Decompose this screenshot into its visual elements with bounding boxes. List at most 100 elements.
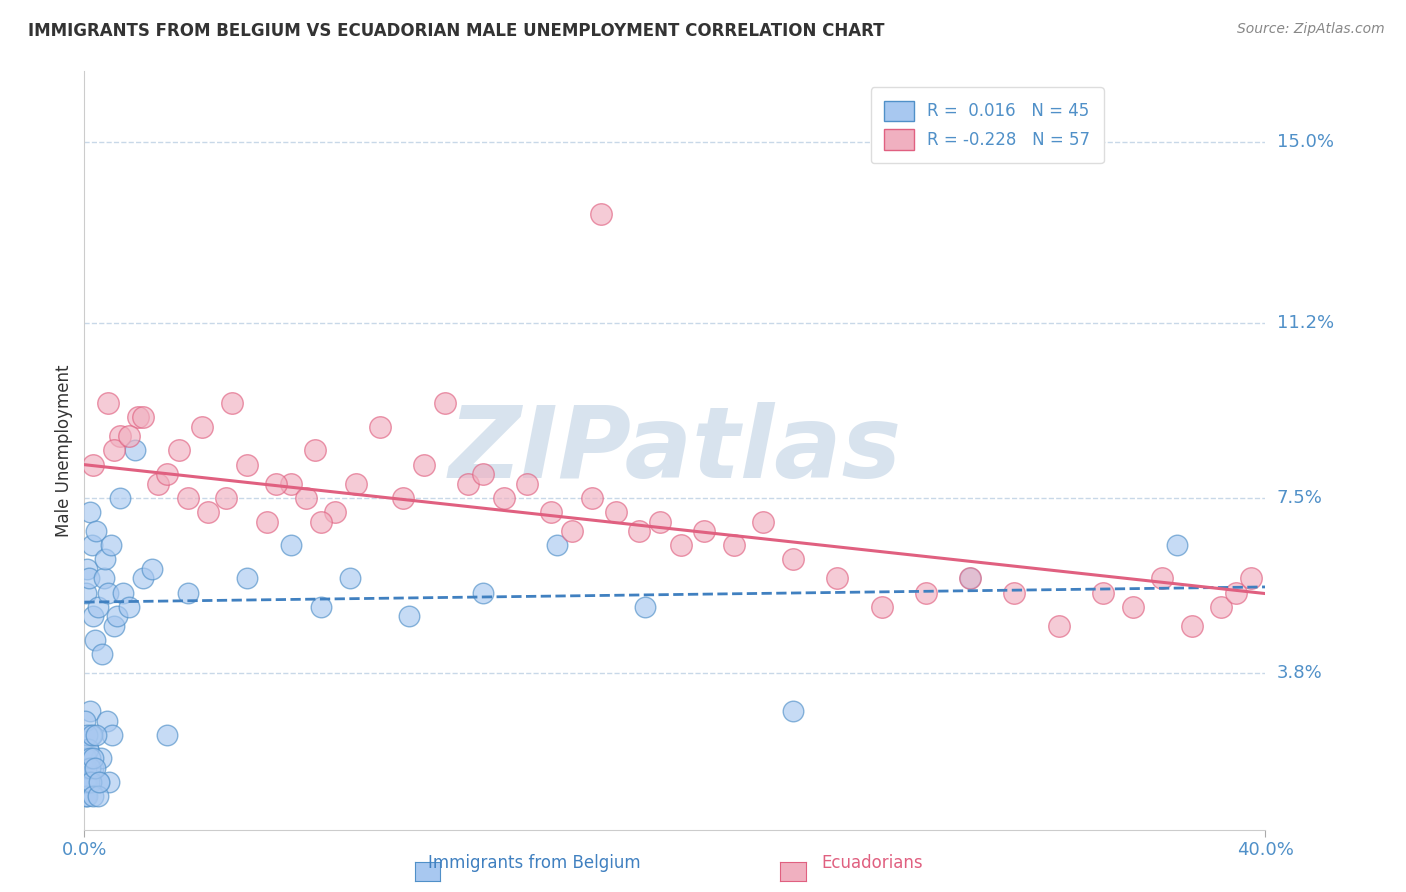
- Point: [634, 599, 657, 614]
- Point: [197, 505, 219, 519]
- Point: [433, 396, 456, 410]
- Point: [167, 443, 190, 458]
- Point: [101, 728, 124, 742]
- Point: [540, 505, 562, 519]
- Point: [100, 538, 122, 552]
- Point: [76, 775, 98, 789]
- Point: [79, 505, 101, 519]
- Text: Ecuadorians: Ecuadorians: [821, 855, 922, 872]
- Point: [256, 515, 278, 529]
- Point: [309, 599, 332, 614]
- Point: [309, 515, 332, 529]
- Point: [83, 633, 105, 648]
- Point: [221, 396, 243, 410]
- Point: [108, 429, 131, 443]
- Point: [650, 515, 672, 529]
- Point: [77, 742, 100, 756]
- Point: [236, 458, 259, 472]
- Point: [82, 609, 104, 624]
- Point: [118, 429, 141, 443]
- Point: [86, 789, 108, 804]
- Point: [628, 524, 651, 538]
- Point: [236, 571, 259, 585]
- Point: [472, 467, 495, 482]
- Point: [368, 419, 391, 434]
- Point: [398, 609, 420, 624]
- Point: [177, 491, 200, 505]
- Point: [132, 571, 155, 585]
- Point: [79, 704, 101, 718]
- Point: [546, 538, 568, 552]
- Point: [105, 609, 128, 624]
- Point: [782, 704, 804, 718]
- Point: [457, 476, 479, 491]
- Point: [77, 742, 100, 756]
- Point: [516, 476, 538, 491]
- Point: [76, 789, 98, 804]
- Y-axis label: Male Unemployment: Male Unemployment: [55, 364, 73, 537]
- Point: [827, 571, 849, 585]
- Point: [1152, 571, 1174, 585]
- Point: [1092, 585, 1115, 599]
- Point: [103, 619, 125, 633]
- Point: [413, 458, 436, 472]
- Point: [82, 789, 104, 804]
- Point: [98, 775, 121, 789]
- Point: [304, 443, 326, 458]
- Point: [82, 761, 104, 775]
- Point: [103, 443, 125, 458]
- Point: [266, 476, 288, 491]
- Point: [79, 751, 101, 765]
- Point: [581, 491, 603, 505]
- Point: [80, 728, 103, 742]
- Point: [75, 714, 97, 728]
- Point: [87, 775, 111, 789]
- Point: [344, 476, 367, 491]
- Point: [148, 476, 170, 491]
- Legend: R =  0.016   N = 45, R = -0.228   N = 57: R = 0.016 N = 45, R = -0.228 N = 57: [870, 87, 1104, 163]
- Point: [1047, 619, 1070, 633]
- Point: [96, 714, 118, 728]
- Point: [1122, 599, 1144, 614]
- Point: [80, 728, 103, 742]
- Point: [84, 524, 107, 538]
- Point: [472, 585, 495, 599]
- Text: 15.0%: 15.0%: [1277, 134, 1333, 152]
- Text: 11.2%: 11.2%: [1277, 313, 1334, 332]
- Point: [91, 647, 114, 661]
- Point: [177, 585, 200, 599]
- Text: Immigrants from Belgium: Immigrants from Belgium: [427, 855, 641, 872]
- Point: [73, 775, 96, 789]
- Text: 3.8%: 3.8%: [1277, 665, 1322, 682]
- Point: [111, 585, 134, 599]
- Point: [156, 728, 179, 742]
- Point: [591, 206, 613, 220]
- Point: [561, 524, 583, 538]
- Point: [693, 524, 716, 538]
- Point: [141, 562, 163, 576]
- Point: [1211, 599, 1233, 614]
- Point: [723, 538, 745, 552]
- Point: [80, 775, 103, 789]
- Point: [191, 419, 214, 434]
- Text: 7.5%: 7.5%: [1277, 489, 1323, 507]
- Point: [79, 761, 101, 775]
- Point: [75, 789, 97, 804]
- Point: [124, 443, 146, 458]
- Point: [75, 751, 97, 765]
- Point: [752, 515, 775, 529]
- Point: [492, 491, 515, 505]
- Point: [77, 775, 100, 789]
- Point: [75, 775, 97, 789]
- Point: [90, 751, 112, 765]
- Point: [83, 761, 105, 775]
- Point: [1225, 585, 1247, 599]
- Point: [339, 571, 361, 585]
- Point: [127, 410, 149, 425]
- Point: [118, 599, 141, 614]
- Point: [782, 552, 804, 566]
- Point: [93, 571, 115, 585]
- Point: [915, 585, 938, 599]
- Point: [280, 476, 302, 491]
- Point: [76, 728, 98, 742]
